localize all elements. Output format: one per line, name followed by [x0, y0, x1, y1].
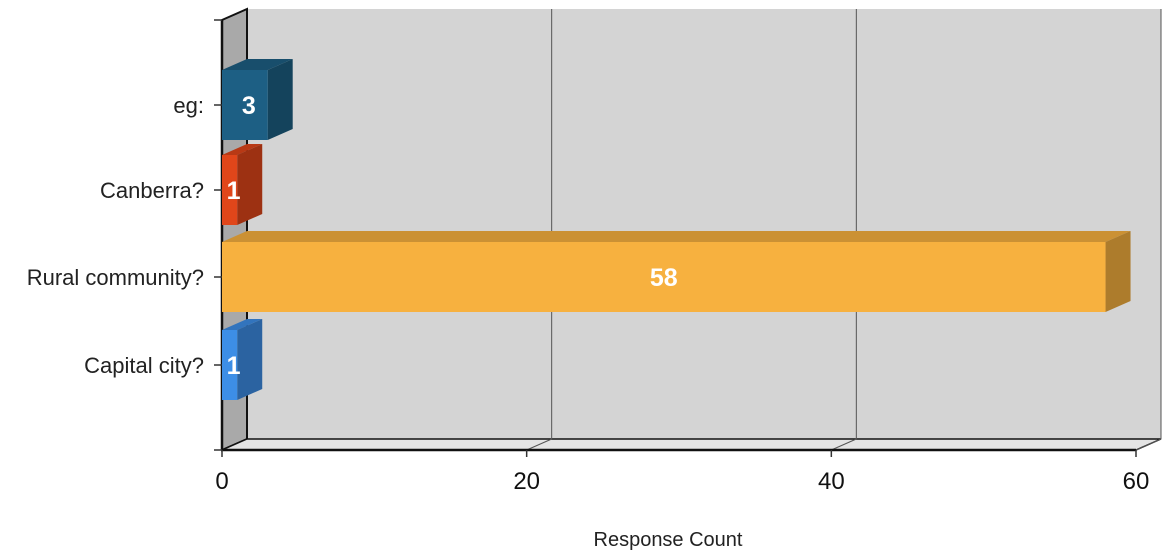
bar-1: 3 — [222, 59, 293, 140]
bar-side-face — [237, 319, 263, 400]
bar-side-face — [237, 144, 263, 225]
bar-front-face — [222, 330, 238, 400]
category-labels: eg: Canberra? Rural community? Capital city… — [27, 93, 204, 378]
category-label: Canberra? — [100, 178, 204, 203]
bar-value-label: 58 — [650, 264, 678, 292]
category-label: Capital city? — [84, 353, 204, 378]
bar-top-face — [222, 319, 263, 330]
category-label: eg: — [173, 93, 204, 118]
plot-floor — [221, 438, 1162, 451]
x-tick-labels: 0 20 40 60 — [215, 468, 1149, 495]
bar-value-label: 1 — [227, 352, 241, 380]
bar-side-face — [1105, 231, 1131, 312]
x-tick-label: 0 — [215, 468, 228, 495]
gridlines — [526, 9, 1162, 451]
bar-top-face — [222, 59, 293, 70]
bar-top-face — [222, 231, 1131, 242]
x-tick-label: 40 — [818, 468, 845, 495]
gridline-floor-60 — [1135, 438, 1162, 451]
bars: 3 1 58 1 — [222, 59, 1131, 400]
gridline-floor-40 — [831, 438, 857, 451]
gridline-floor-20 — [526, 438, 552, 451]
bar-front-face — [222, 70, 268, 140]
bar-side-face — [267, 59, 293, 140]
bar-3: 58 — [222, 231, 1131, 312]
bar-top-face — [222, 144, 263, 155]
x-tick-label: 20 — [513, 468, 540, 495]
bar-2: 1 — [222, 144, 263, 225]
bar-front-face — [222, 242, 1106, 312]
bar-value-label: 1 — [227, 177, 241, 205]
bar-value-label: 3 — [242, 92, 256, 120]
bar-front-face — [222, 155, 238, 225]
bar-4: 1 — [222, 319, 263, 400]
x-axis-title: Response Count — [594, 529, 743, 550]
x-tick-label: 60 — [1123, 468, 1150, 495]
plot-area — [221, 7, 1162, 452]
plot-back-wall — [247, 9, 1161, 439]
category-label: Rural community? — [27, 265, 204, 290]
